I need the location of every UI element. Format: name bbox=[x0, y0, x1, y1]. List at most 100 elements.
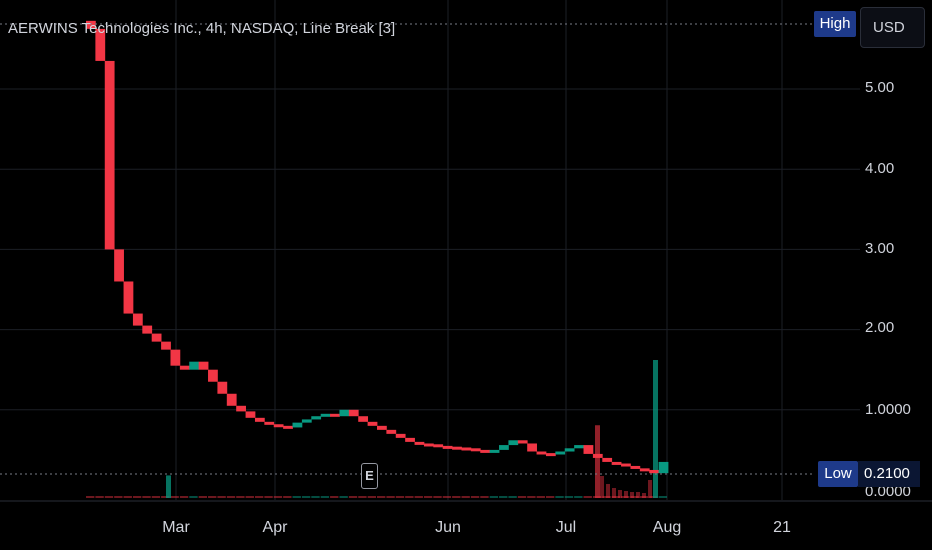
volume-bar bbox=[470, 496, 480, 498]
volume-bars bbox=[86, 360, 667, 498]
line-break-brick bbox=[545, 453, 556, 457]
line-break-brick bbox=[386, 429, 397, 434]
volume-bar bbox=[508, 496, 517, 498]
line-break-brick bbox=[320, 413, 331, 417]
volume-bar bbox=[423, 496, 433, 498]
line-break-brick bbox=[114, 249, 124, 282]
volume-bar bbox=[189, 496, 198, 498]
volume-bar bbox=[245, 496, 254, 498]
line-break-brick bbox=[161, 341, 171, 350]
volume-bar bbox=[606, 484, 610, 498]
volume-bar bbox=[208, 496, 217, 498]
volume-bar bbox=[636, 492, 640, 498]
low-price-value: 0.2100 bbox=[858, 461, 920, 487]
volume-bar bbox=[564, 496, 574, 498]
volume-bar bbox=[621, 496, 630, 498]
volume-bar bbox=[151, 496, 161, 498]
line-break-brick bbox=[311, 416, 322, 420]
line-break-brick bbox=[151, 333, 162, 342]
earnings-marker[interactable]: E bbox=[361, 463, 378, 489]
line-break-brick bbox=[86, 20, 96, 29]
volume-bar bbox=[95, 496, 104, 498]
volume-bar bbox=[545, 496, 555, 498]
line-break-brick bbox=[452, 446, 462, 450]
currency-button[interactable]: USD bbox=[860, 7, 925, 48]
line-break-brick bbox=[226, 393, 237, 406]
volume-bar bbox=[600, 476, 604, 498]
line-break-brick bbox=[658, 461, 669, 474]
x-tick-label: Jun bbox=[435, 519, 461, 536]
line-break-brick bbox=[170, 349, 181, 366]
volume-bar bbox=[630, 496, 639, 498]
volume-bar bbox=[642, 493, 646, 498]
volume-bar bbox=[179, 496, 189, 498]
volume-bar bbox=[264, 496, 273, 498]
volume-bar bbox=[283, 496, 292, 498]
line-break-brick bbox=[217, 381, 228, 394]
volume-bar bbox=[624, 491, 628, 498]
volume-bar bbox=[226, 496, 236, 498]
line-break-series bbox=[86, 20, 669, 474]
line-break-brick bbox=[489, 449, 500, 453]
line-break-brick bbox=[564, 448, 575, 452]
volume-bar bbox=[86, 496, 95, 498]
volume-spike bbox=[166, 475, 171, 498]
line-break-brick bbox=[104, 60, 115, 250]
y-tick-label: 4.00 bbox=[865, 160, 895, 177]
volume-bar bbox=[132, 496, 142, 498]
line-break-brick bbox=[499, 445, 509, 450]
volume-bar bbox=[236, 496, 245, 498]
line-break-brick bbox=[95, 28, 106, 61]
line-break-brick bbox=[508, 440, 519, 446]
line-break-brick bbox=[414, 441, 425, 445]
volume-bar bbox=[339, 496, 348, 498]
volume-bar bbox=[358, 496, 367, 498]
volume-bar bbox=[170, 496, 179, 498]
line-break-brick bbox=[189, 361, 200, 370]
volume-bar bbox=[648, 480, 652, 498]
line-break-brick bbox=[480, 449, 491, 453]
volume-bar bbox=[618, 490, 622, 498]
volume-bar bbox=[142, 496, 151, 498]
line-break-brick bbox=[405, 437, 415, 442]
x-tick-label: Aug bbox=[652, 519, 682, 536]
line-break-brick bbox=[592, 453, 603, 458]
line-break-brick bbox=[630, 465, 641, 469]
volume-bar bbox=[602, 496, 611, 498]
line-break-brick bbox=[621, 463, 631, 467]
volume-bar bbox=[123, 496, 132, 498]
volume-bar bbox=[254, 496, 264, 498]
volume-bar bbox=[330, 496, 339, 498]
volume-spike bbox=[653, 360, 658, 498]
line-break-brick bbox=[208, 369, 218, 382]
volume-bar bbox=[405, 496, 414, 498]
low-price-label: Low bbox=[818, 461, 858, 487]
y-tick-label: 0.0000 bbox=[865, 483, 911, 500]
line-break-brick bbox=[358, 416, 369, 422]
volume-bar bbox=[611, 496, 621, 498]
x-tick-label: Mar bbox=[162, 519, 190, 536]
y-tick-label: 5.00 bbox=[865, 79, 895, 96]
line-break-brick bbox=[301, 419, 312, 423]
volume-spike bbox=[595, 425, 600, 498]
line-break-brick bbox=[517, 440, 528, 444]
line-break-brick bbox=[574, 445, 584, 449]
volume-bar bbox=[114, 496, 123, 498]
volume-bar bbox=[517, 496, 527, 498]
volume-bar bbox=[639, 496, 649, 498]
grid-lines bbox=[0, 0, 860, 500]
line-break-brick bbox=[649, 469, 660, 474]
x-tick-label: Apr bbox=[262, 519, 288, 536]
volume-bar bbox=[301, 496, 311, 498]
line-break-brick bbox=[367, 421, 378, 426]
line-break-brick bbox=[236, 405, 246, 412]
volume-bar bbox=[348, 496, 358, 498]
volume-bar bbox=[499, 496, 508, 498]
volume-bar bbox=[612, 488, 616, 498]
volume-bar bbox=[461, 496, 470, 498]
volume-bar bbox=[386, 496, 395, 498]
x-tick-label: 21 bbox=[773, 519, 791, 536]
volume-bar bbox=[367, 496, 376, 498]
volume-bar bbox=[292, 496, 301, 498]
